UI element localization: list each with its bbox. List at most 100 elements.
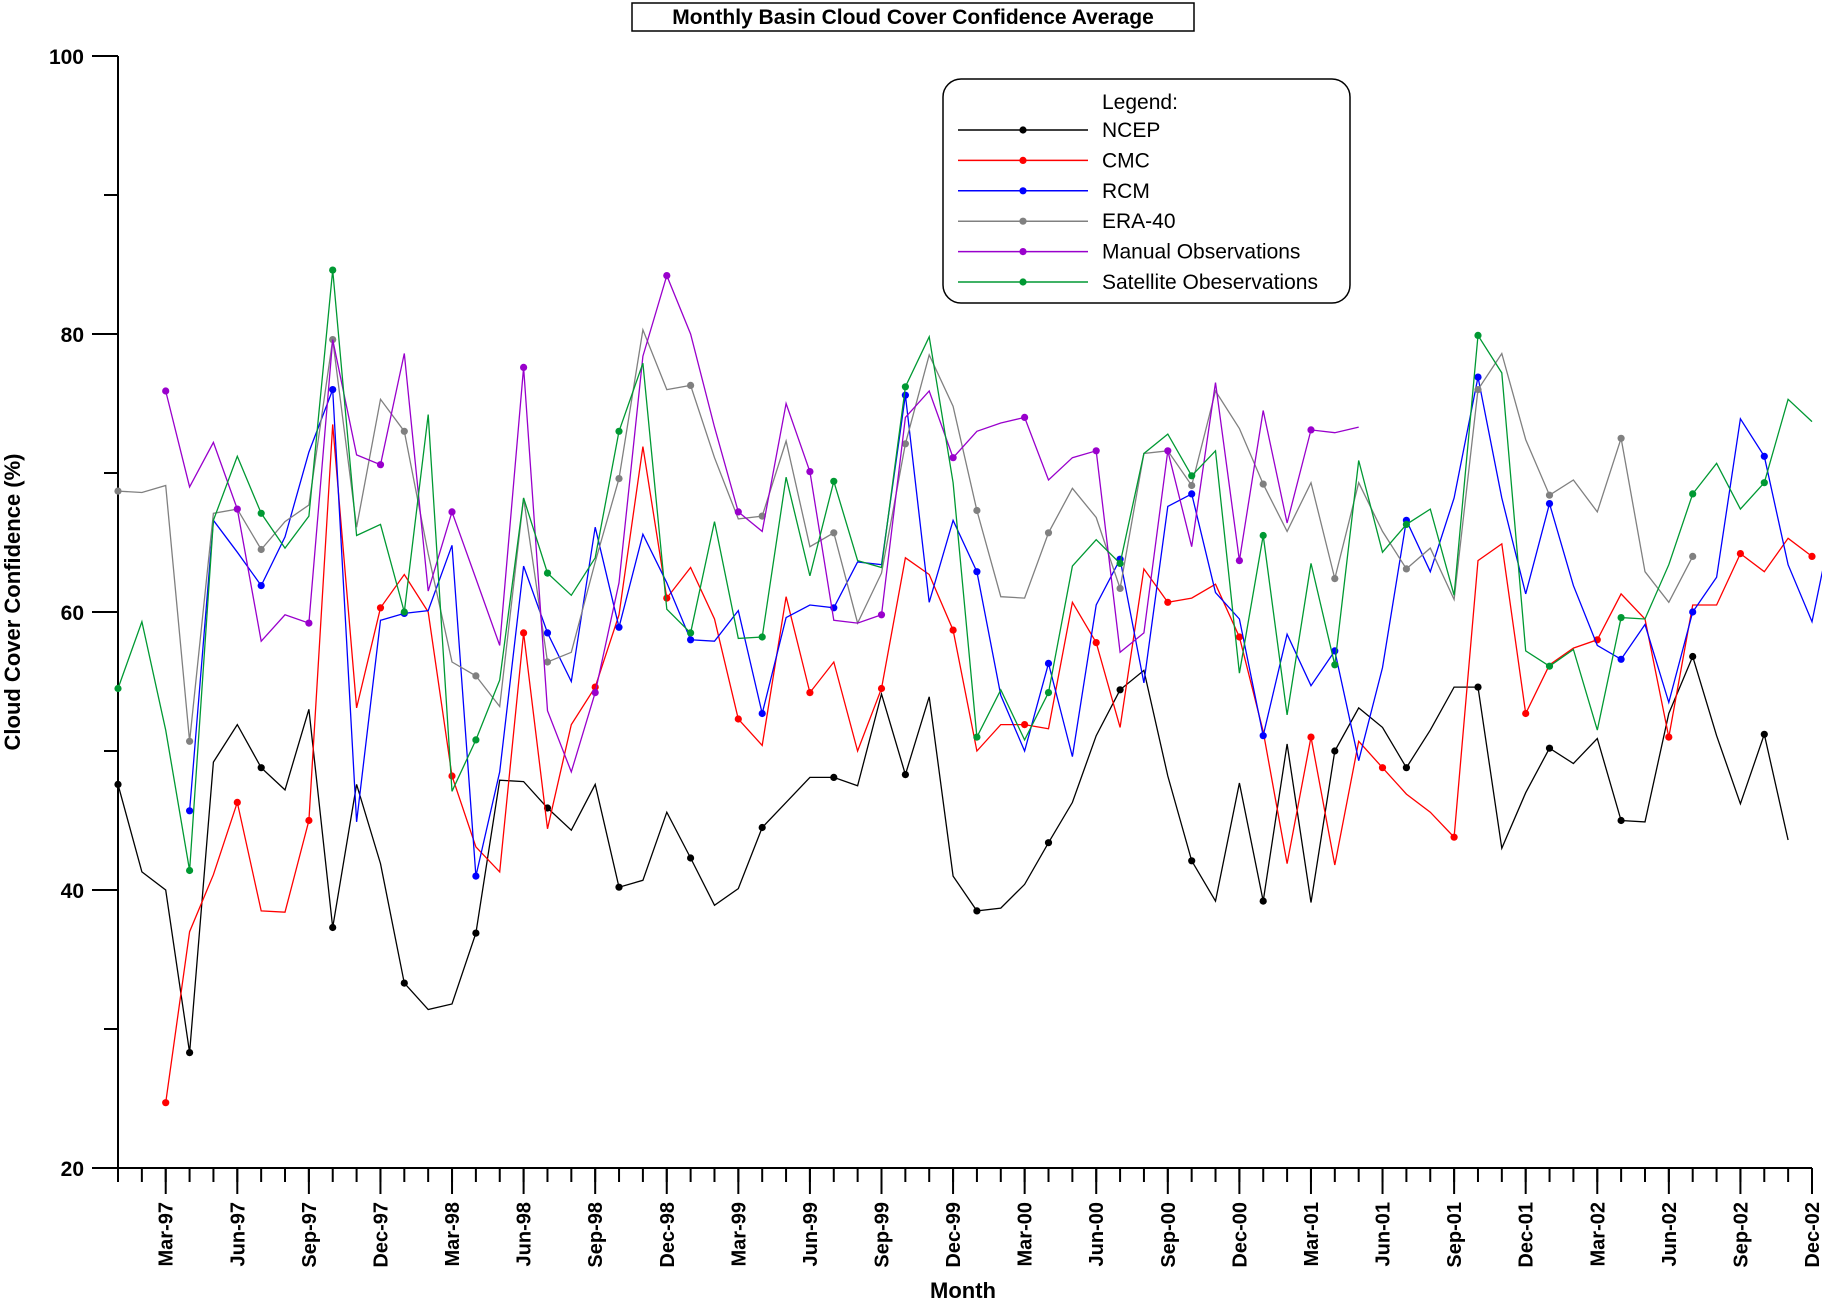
x-tick-label: Mar-00 — [1015, 1202, 1037, 1266]
data-point — [758, 709, 766, 718]
data-point — [1116, 584, 1124, 593]
data-point — [687, 629, 695, 637]
y-tick-label: 20 — [61, 1158, 84, 1181]
legend-entry: Satellite Obeservations — [958, 271, 1318, 294]
data-point — [1116, 559, 1124, 568]
legend-swatch-marker — [1019, 156, 1027, 164]
x-tick-label: Jun-01 — [1373, 1202, 1395, 1266]
data-point — [114, 684, 122, 693]
data-point — [1259, 531, 1267, 540]
chart-title-box: Monthly Basin Cloud Cover Confidence Ave… — [631, 2, 1195, 32]
data-point — [1044, 689, 1053, 697]
data-point — [615, 883, 623, 891]
data-point — [973, 733, 981, 741]
legend-label: ERA-40 — [1102, 210, 1176, 233]
data-point — [305, 816, 313, 825]
data-point — [1689, 552, 1697, 561]
data-point — [1378, 764, 1387, 772]
data-point — [520, 363, 528, 371]
data-point — [1545, 491, 1554, 499]
data-point — [1808, 552, 1816, 561]
data-point — [233, 798, 241, 807]
data-point — [162, 387, 170, 395]
data-point — [186, 807, 194, 815]
data-point — [186, 737, 194, 745]
data-point — [949, 454, 957, 462]
data-point — [901, 440, 910, 448]
series-satellite-obeservations — [114, 266, 1813, 875]
x-tick-label: Dec-02 — [1802, 1202, 1822, 1268]
chart-title: Monthly Basin Cloud Cover Confidence Ave… — [672, 6, 1154, 29]
data-point — [448, 508, 456, 516]
data-point — [1044, 839, 1053, 847]
x-tick-label: Jun-99 — [800, 1202, 822, 1266]
x-tick-label: Dec-99 — [943, 1202, 965, 1268]
data-point — [1021, 721, 1029, 729]
x-tick-label: Jun-98 — [514, 1202, 536, 1266]
data-point — [1044, 659, 1053, 668]
series-rcm — [186, 373, 1822, 880]
data-point — [186, 1049, 194, 1057]
data-point — [1188, 857, 1196, 865]
data-point — [1188, 472, 1196, 480]
x-tick-label: Sep-99 — [871, 1202, 893, 1268]
data-point — [1689, 608, 1697, 616]
data-point — [543, 569, 552, 577]
x-tick-label: Sep-97 — [299, 1202, 321, 1268]
data-point — [1450, 833, 1458, 841]
data-point — [1402, 520, 1410, 529]
data-point — [472, 929, 480, 937]
data-point — [448, 772, 456, 780]
data-point — [1760, 730, 1768, 738]
legend-label: NCEP — [1102, 119, 1160, 142]
data-point — [877, 611, 886, 619]
series-cmc — [162, 424, 1816, 1107]
data-point — [257, 545, 265, 554]
data-point — [400, 608, 408, 616]
y-tick-label: 100 — [49, 46, 84, 69]
data-point — [687, 854, 695, 862]
legend-title: Legend: — [1102, 91, 1178, 114]
data-point — [472, 736, 480, 744]
data-point — [329, 386, 337, 394]
data-point — [1617, 614, 1625, 622]
data-point — [1331, 661, 1339, 669]
data-point — [1259, 480, 1267, 488]
x-tick-label: Sep-02 — [1730, 1202, 1752, 1268]
data-point — [1259, 732, 1267, 740]
x-tick-label: Mar-97 — [156, 1202, 178, 1266]
data-point — [1474, 386, 1482, 394]
series-manual-observations — [162, 272, 1359, 774]
legend-swatch-marker — [1019, 126, 1027, 134]
y-axis-ticks: 20 40 60 80 100 — [49, 46, 118, 1181]
legend-swatch-marker — [1019, 248, 1027, 256]
data-point — [973, 506, 981, 515]
series-line — [165, 424, 1813, 1103]
data-point — [687, 381, 695, 389]
x-tick-label: Sep-98 — [585, 1202, 607, 1268]
data-point — [1689, 490, 1697, 498]
data-point — [830, 529, 838, 537]
data-point — [1164, 447, 1172, 455]
data-point — [901, 391, 910, 399]
data-point — [1402, 565, 1410, 573]
data-point — [400, 979, 408, 987]
series-line — [117, 654, 1789, 1053]
legend-entry: CMC — [958, 149, 1150, 172]
data-point — [1188, 481, 1196, 490]
data-point — [1760, 452, 1768, 460]
x-tick-label: Dec-00 — [1229, 1202, 1251, 1268]
data-point — [1474, 683, 1482, 691]
data-point — [543, 629, 552, 637]
legend-swatch-marker — [1019, 278, 1027, 286]
data-point — [233, 505, 241, 513]
data-point — [186, 866, 194, 875]
data-point — [734, 715, 742, 723]
data-point — [949, 626, 957, 634]
data-point — [758, 633, 766, 641]
data-point — [114, 780, 122, 789]
legend-label: RCM — [1102, 180, 1150, 203]
series-ncep — [114, 652, 1789, 1057]
data-point — [1665, 733, 1673, 741]
x-tick-label: Dec-98 — [657, 1202, 679, 1268]
